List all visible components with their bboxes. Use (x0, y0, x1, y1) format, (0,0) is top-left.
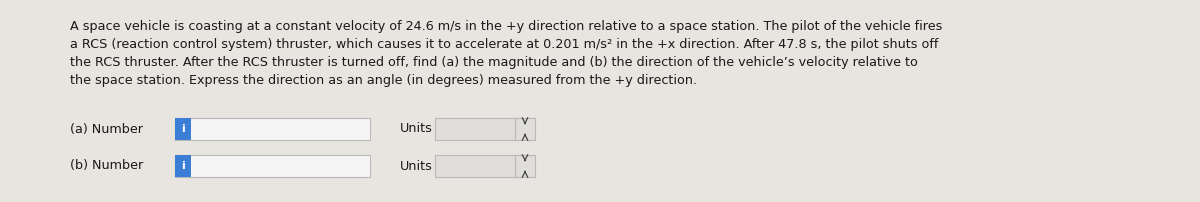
Text: Units: Units (400, 160, 433, 173)
Text: a RCS (reaction control system) thruster, which causes it to accelerate at 0.201: a RCS (reaction control system) thruster… (70, 38, 938, 51)
FancyBboxPatch shape (175, 118, 370, 140)
FancyBboxPatch shape (175, 155, 370, 177)
Text: (b) Number: (b) Number (70, 160, 143, 173)
Text: i: i (181, 124, 185, 134)
Text: i: i (181, 161, 185, 171)
Text: the RCS thruster. After the RCS thruster is turned off, find (a) the magnitude a: the RCS thruster. After the RCS thruster… (70, 56, 918, 69)
Text: Units: Units (400, 122, 433, 136)
FancyBboxPatch shape (436, 155, 535, 177)
Text: (a) Number: (a) Number (70, 122, 143, 136)
FancyBboxPatch shape (175, 118, 191, 140)
Text: A space vehicle is coasting at a constant velocity of 24.6 m/s in the +y directi: A space vehicle is coasting at a constan… (70, 20, 942, 33)
FancyBboxPatch shape (436, 118, 535, 140)
FancyBboxPatch shape (175, 155, 191, 177)
Text: the space station. Express the direction as an angle (in degrees) measured from : the space station. Express the direction… (70, 74, 697, 87)
